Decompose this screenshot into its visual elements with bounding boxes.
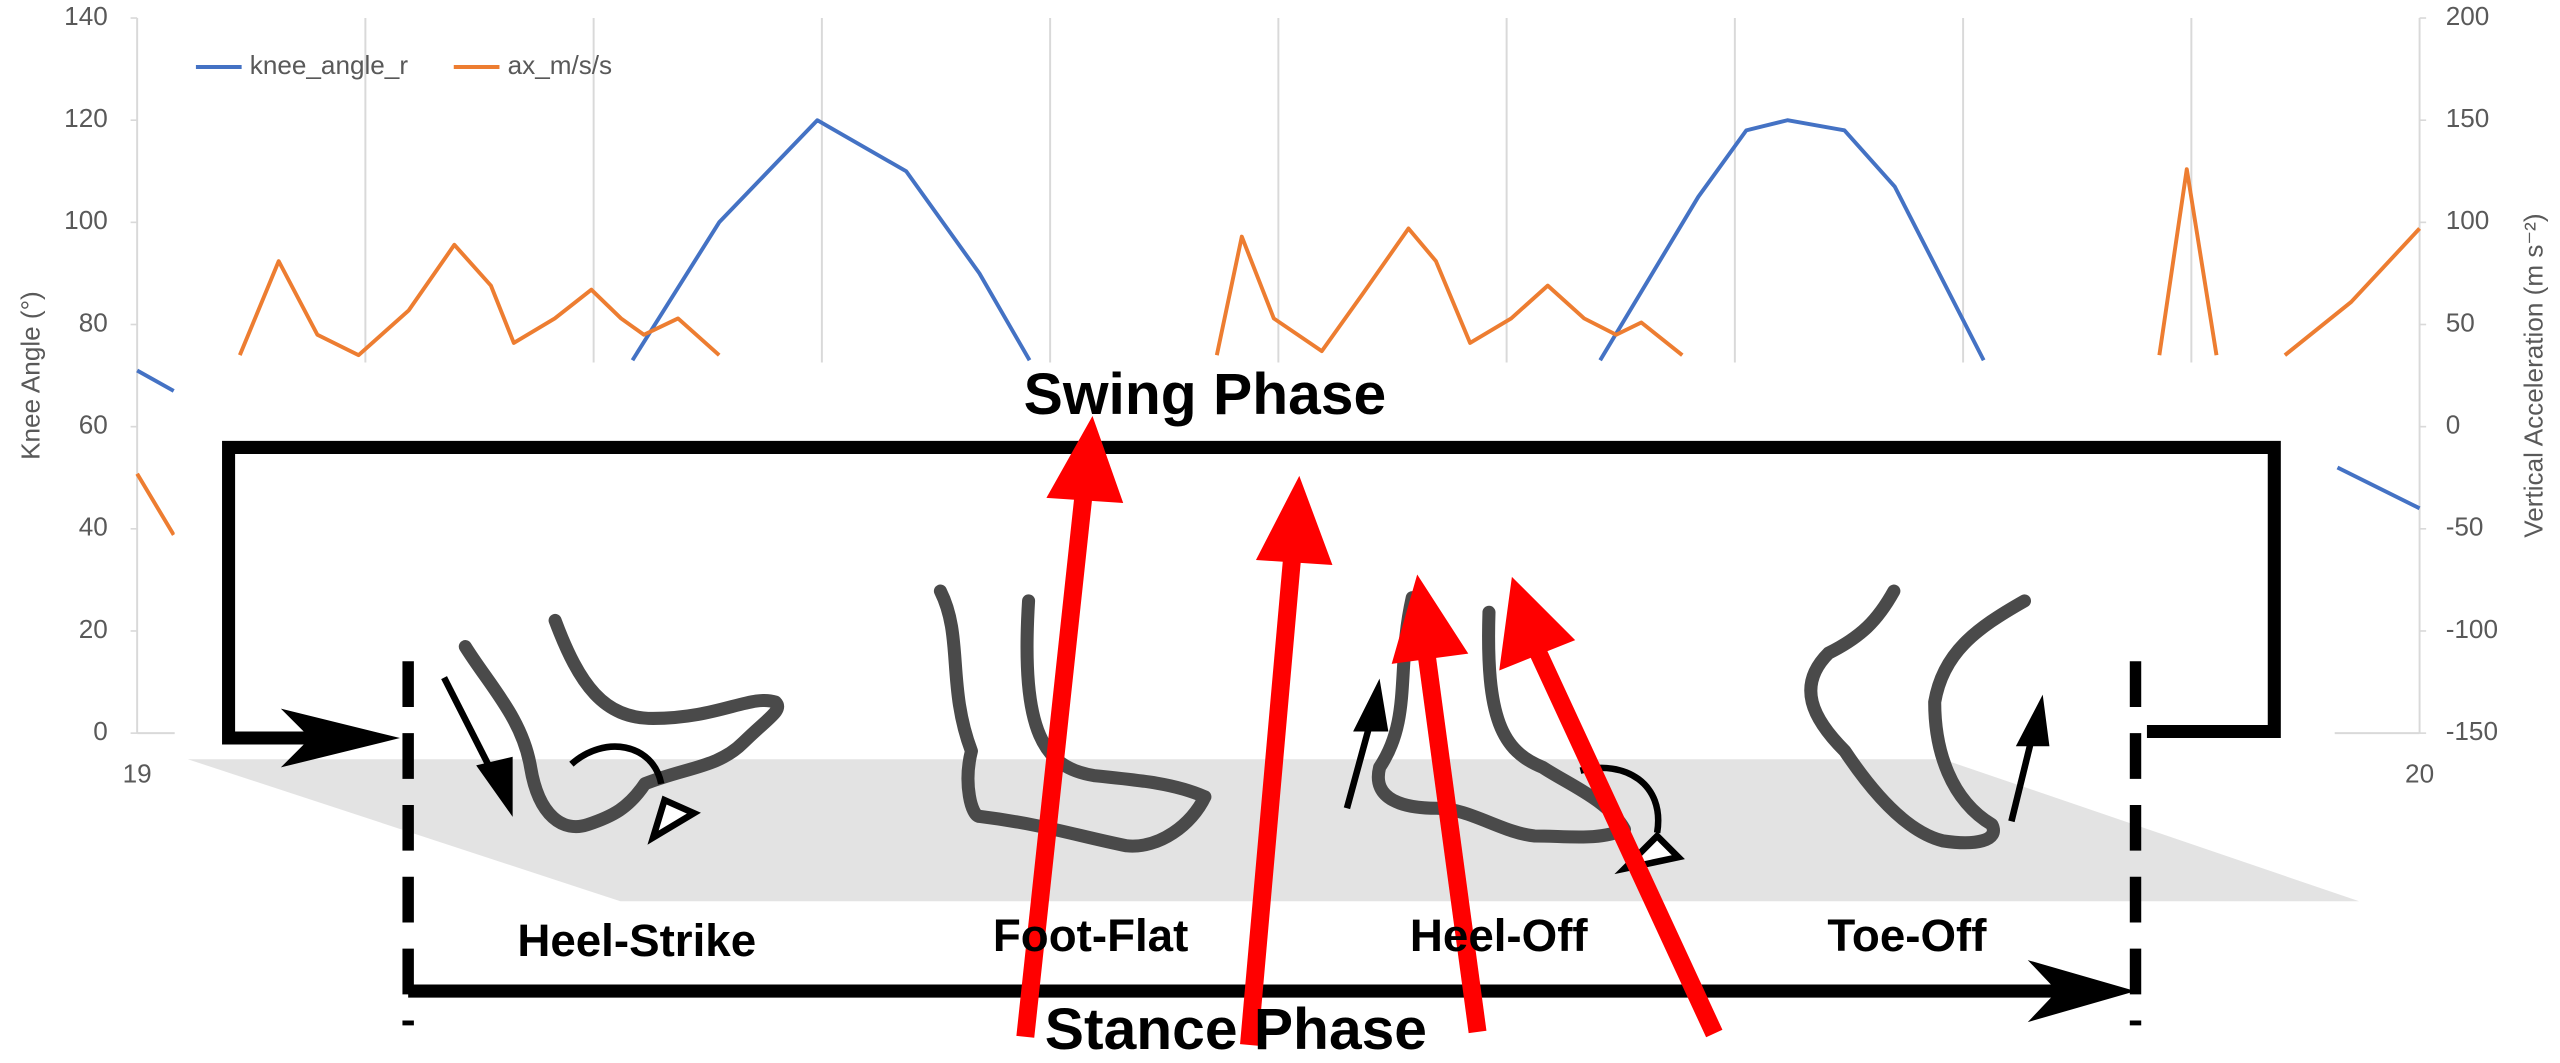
legend-label: knee_angle_r — [250, 50, 409, 80]
phase-label: Foot-Flat — [993, 910, 1188, 961]
y2-tick-label: 0 — [2446, 410, 2461, 440]
foot-icon — [458, 613, 785, 834]
series-line — [136, 118, 2421, 511]
arrowhead — [2027, 960, 2136, 1023]
gait-diagram: Swing Phase Stance Phase Heel-Strike Foo… — [174, 362, 2360, 1063]
legend-label: ax_m/s/s — [508, 50, 612, 80]
motion-arrows — [441, 676, 2050, 875]
y-tick-label: 100 — [64, 205, 108, 235]
series-line — [135, 167, 2422, 536]
y2-tick-label: 150 — [2446, 103, 2490, 133]
foot-icon — [1371, 591, 1632, 844]
force-arrows — [1016, 415, 1723, 1046]
y-tick-label: 40 — [79, 512, 108, 542]
phase-label: Heel-Off — [1410, 910, 1589, 961]
y2-tick-label: 100 — [2446, 205, 2490, 235]
y-axis-label: Knee Angle (°) — [16, 291, 46, 460]
y-tick-label: 80 — [79, 307, 108, 337]
foot-icon — [933, 584, 1212, 853]
foot-icon — [1804, 584, 2032, 850]
phase-label: Toe-Off — [1827, 910, 1987, 961]
y2-tick-label: -150 — [2446, 716, 2498, 746]
stance-phase-label: Stance Phase — [1045, 997, 1427, 1062]
y2-tick-label: -50 — [2446, 512, 2484, 542]
x-tick-label: 20 — [2405, 758, 2434, 788]
y-tick-label: 20 — [79, 614, 108, 644]
phase-label: Heel-Strike — [517, 915, 756, 966]
y-tick-label: 120 — [64, 103, 108, 133]
y-tick-label: 140 — [64, 1, 108, 31]
x-tick-label: 19 — [123, 758, 152, 788]
y2-tick-label: 200 — [2446, 1, 2490, 31]
y-tick-label: 60 — [79, 410, 108, 440]
y2-axis-label: Vertical Acceleration (m s⁻²) — [2518, 213, 2548, 537]
swing-phase-label: Swing Phase — [1024, 362, 1386, 427]
y2-tick-label: 50 — [2446, 307, 2475, 337]
y2-tick-label: -100 — [2446, 614, 2498, 644]
swing-bracket — [222, 440, 2281, 745]
arrowhead — [280, 708, 400, 768]
y-tick-label: 0 — [93, 716, 108, 746]
